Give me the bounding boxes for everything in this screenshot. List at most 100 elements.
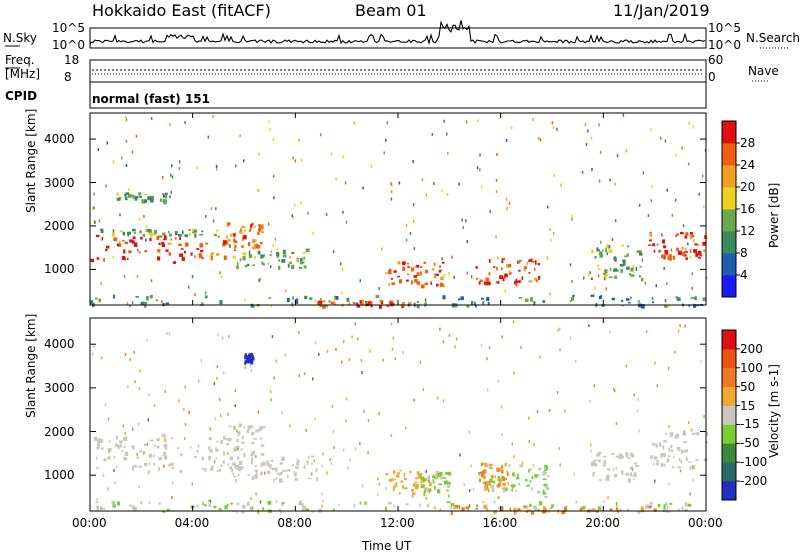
heatmap-cell	[255, 455, 257, 458]
heatmap-cell	[663, 504, 666, 509]
heatmap-cell	[106, 141, 109, 145]
heatmap-cell	[250, 457, 254, 461]
heatmap-cell	[549, 292, 551, 296]
heatmap-cell	[124, 193, 127, 197]
heatmap-cell	[663, 267, 665, 270]
heatmap-cell	[689, 466, 692, 470]
heatmap-cell	[236, 502, 240, 505]
heatmap-cell	[606, 252, 608, 256]
heatmap-cell	[528, 503, 532, 508]
heatmap-cell	[425, 469, 427, 473]
heatmap-cell	[604, 269, 608, 274]
x-tick-label: 16:00	[482, 516, 518, 530]
heatmap-cell	[127, 385, 129, 389]
heatmap-cell	[467, 507, 470, 511]
heatmap-cell	[590, 461, 594, 464]
heatmap-cell	[638, 203, 641, 207]
heatmap-cell	[258, 224, 261, 227]
heatmap-cell	[236, 265, 239, 270]
heatmap-cell	[670, 248, 673, 252]
heatmap-cell	[500, 477, 502, 482]
heatmap-cell	[165, 302, 170, 305]
heatmap-cell	[508, 270, 510, 274]
heatmap-cell	[129, 357, 131, 361]
heatmap-cell	[164, 439, 166, 443]
heatmap-cell	[404, 487, 408, 490]
heatmap-cell	[267, 222, 270, 226]
heatmap-cell	[281, 456, 285, 461]
heatmap-cell	[236, 456, 240, 460]
heatmap-region	[590, 244, 644, 282]
heatmap-cell	[281, 411, 283, 415]
heatmap-cell	[363, 409, 365, 413]
heatmap-cell	[499, 275, 503, 279]
heatmap-cell	[594, 286, 596, 290]
heatmap-cell	[632, 270, 635, 273]
heatmap-cell	[228, 425, 232, 428]
heatmap-cell	[146, 296, 149, 301]
heatmap-cell	[446, 132, 448, 136]
heatmap-cell	[177, 447, 179, 449]
heatmap-cell	[333, 445, 335, 449]
heatmap-cell	[484, 481, 488, 485]
heatmap-cell	[480, 462, 483, 467]
heatmap-cell	[662, 508, 667, 512]
heatmap-cell	[609, 508, 612, 511]
heatmap-cell	[434, 473, 438, 477]
heatmap-cell	[351, 335, 353, 339]
heatmap-cell	[619, 264, 624, 267]
heatmap-cell	[272, 174, 275, 178]
heatmap-cell	[119, 240, 121, 244]
heatmap-cell	[138, 387, 141, 391]
freq-tick-low: 8	[64, 70, 72, 84]
heatmap-cell	[391, 478, 394, 482]
heatmap-cell	[636, 409, 639, 413]
heatmap-cell	[223, 255, 227, 260]
heatmap-cell	[121, 450, 123, 452]
heatmap-cell	[626, 253, 629, 257]
heatmap-cell	[508, 464, 511, 468]
heatmap-cell	[653, 249, 656, 253]
heatmap-cell	[97, 438, 102, 442]
heatmap-cell	[518, 297, 523, 299]
heatmap-cell	[281, 501, 285, 505]
heatmap-cell	[591, 249, 594, 254]
heatmap-cell	[474, 301, 476, 306]
heatmap-cell	[504, 462, 507, 467]
heatmap-cell	[310, 472, 313, 476]
heatmap-cell	[158, 242, 161, 245]
heatmap-cell	[611, 297, 615, 301]
heatmap-cell	[146, 442, 149, 446]
heatmap-cell	[378, 412, 380, 415]
heatmap-cell	[695, 252, 699, 257]
heatmap-cell	[391, 282, 396, 285]
heatmap-cell	[243, 452, 246, 458]
heatmap-cell	[125, 139, 128, 143]
heatmap-cell	[252, 264, 255, 266]
heatmap-cell	[143, 302, 148, 304]
heatmap-region	[648, 231, 708, 261]
heatmap-cell	[247, 501, 250, 506]
heatmap-cell	[105, 248, 108, 252]
heatmap-cell	[122, 424, 125, 428]
heatmap-cell	[627, 478, 632, 483]
heatmap-cell	[538, 474, 541, 477]
heatmap-cell	[460, 296, 464, 301]
heatmap-cell	[250, 497, 252, 501]
heatmap-cell	[319, 298, 322, 301]
heatmap-cell	[556, 391, 559, 394]
heatmap-cell	[515, 477, 520, 480]
heatmap-cell	[202, 467, 204, 470]
heatmap-region	[226, 222, 264, 250]
heatmap-cell	[136, 248, 139, 252]
power-y-axis-label: Slant Range [km]	[24, 108, 38, 213]
heatmap-cell	[103, 458, 107, 462]
heatmap-cell	[671, 213, 674, 217]
heatmap-cell	[215, 164, 218, 168]
heatmap-cell	[249, 426, 254, 428]
heatmap-cell	[255, 492, 257, 496]
heatmap-cell	[242, 252, 247, 256]
heatmap-cell	[125, 196, 128, 201]
heatmap-cell	[599, 478, 602, 482]
heatmap-cell	[239, 466, 241, 470]
